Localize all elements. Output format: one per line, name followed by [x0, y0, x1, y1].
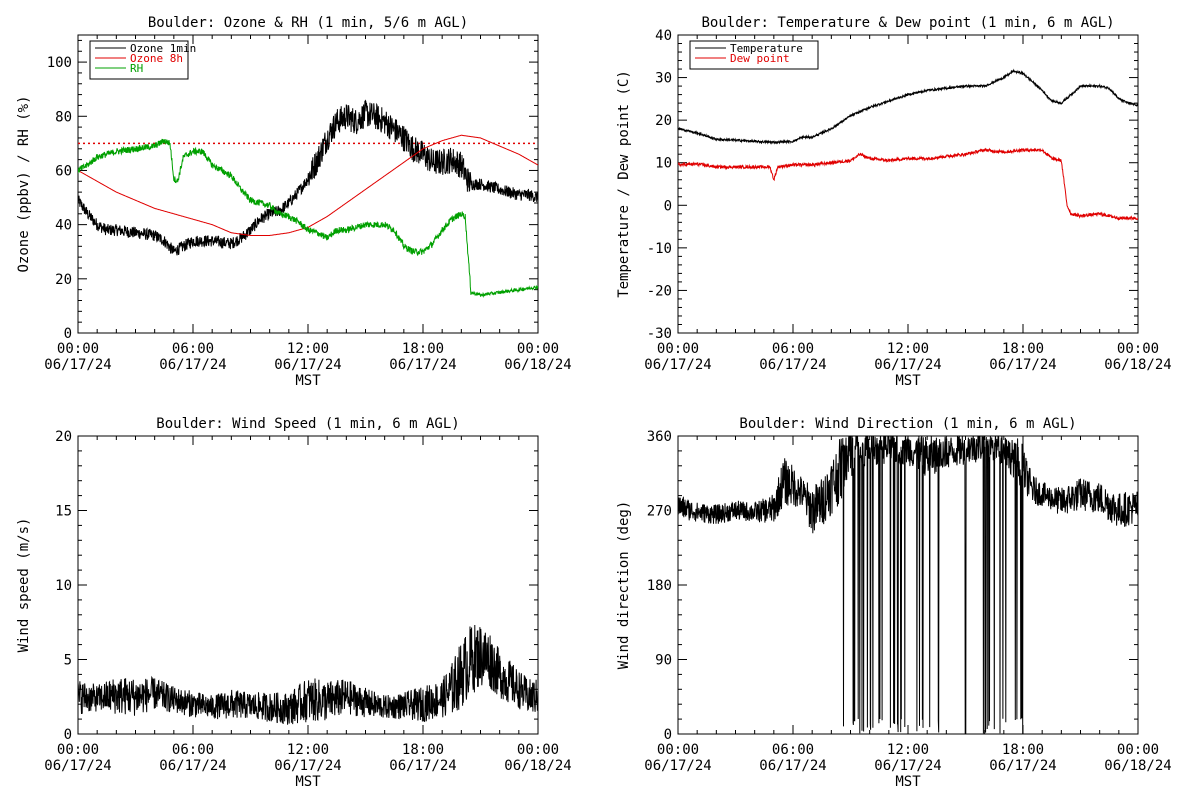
y-tick-label: 0 [64, 727, 72, 743]
x-tick-label: 00:00 [657, 742, 699, 758]
x-tick-label: 00:00 [1117, 341, 1159, 357]
series-line-rh [78, 139, 538, 296]
y-tick-label: 0 [64, 326, 72, 342]
x-tick-label: 18:00 [402, 341, 444, 357]
y-tick-label: 90 [655, 653, 672, 669]
x-tick-label: 12:00 [287, 742, 329, 758]
plot-area [678, 428, 1138, 734]
y-tick-label: 80 [55, 109, 72, 125]
series-line-temperature [678, 70, 1138, 143]
chart-title: Boulder: Wind Direction (1 min, 6 m AGL) [739, 416, 1076, 432]
y-tick-label: 20 [55, 272, 72, 288]
chart-panel-4: Boulder: Wind Direction (1 min, 6 m AGL)… [616, 416, 1172, 790]
chart-figure: Boulder: Ozone & RH (1 min, 5/6 m AGL) 0 2… [0, 0, 1200, 800]
x-tick-date: 06/17/24 [989, 357, 1056, 373]
x-tick-date: 06/17/24 [759, 357, 826, 373]
series-line-data [78, 625, 538, 725]
y-tick-label: 20 [655, 113, 672, 129]
plot-area [78, 625, 538, 725]
x-tick-label: 12:00 [287, 341, 329, 357]
x-tick-date: 06/17/24 [274, 758, 341, 774]
x-tick-date: 06/17/24 [159, 357, 226, 373]
x-tick-date: 06/17/24 [274, 357, 341, 373]
y-tick-label: 40 [655, 28, 672, 44]
x-axis-label: MST [295, 774, 321, 790]
x-tick-label: 18:00 [1002, 341, 1044, 357]
x-tick-date: 06/17/24 [644, 357, 711, 373]
plot-frame [678, 436, 1138, 734]
y-axis-label: Temperature / Dew point (C) [616, 70, 632, 298]
y-axis-label: Ozone (ppbv) / RH (%) [16, 95, 32, 272]
series-line-dew-point [678, 149, 1138, 220]
y-tick-label: 100 [47, 55, 72, 71]
y-tick-label: 30 [655, 71, 672, 87]
x-axis-label: MST [295, 373, 321, 389]
y-tick-label: -20 [647, 283, 672, 299]
x-tick-date: 06/17/24 [874, 357, 941, 373]
x-tick-date: 06/17/24 [874, 758, 941, 774]
y-tick-label: 15 [55, 504, 72, 520]
y-axis-label: Wind direction (deg) [616, 501, 632, 670]
legend-label: RH [130, 62, 143, 75]
x-tick-date: 06/17/24 [759, 758, 826, 774]
y-tick-label: 5 [64, 653, 72, 669]
x-axis-label: MST [895, 373, 921, 389]
x-tick-label: 06:00 [172, 742, 214, 758]
series-line-data [678, 428, 1138, 734]
x-tick-date: 06/17/24 [644, 758, 711, 774]
y-tick-label: 60 [55, 163, 72, 179]
x-tick-label: 00:00 [1117, 742, 1159, 758]
x-tick-date: 06/18/24 [504, 758, 571, 774]
plot-area [678, 70, 1138, 219]
x-tick-date: 06/17/24 [44, 758, 111, 774]
x-tick-date: 06/17/24 [989, 758, 1056, 774]
chart-panel-2: Boulder: Temperature & Dew point (1 min,… [616, 15, 1172, 389]
x-tick-label: 00:00 [517, 341, 559, 357]
x-tick-label: 06:00 [772, 341, 814, 357]
y-tick-label: 10 [55, 578, 72, 594]
y-axis-label: Wind speed (m/s) [16, 518, 32, 653]
x-tick-date: 06/17/24 [389, 357, 456, 373]
x-tick-date: 06/18/24 [1104, 758, 1171, 774]
y-tick-label: 180 [647, 578, 672, 594]
x-tick-label: 00:00 [57, 341, 99, 357]
y-tick-label: 270 [647, 504, 672, 520]
x-tick-date: 06/18/24 [1104, 357, 1171, 373]
plot-area [78, 101, 538, 297]
y-tick-label: 40 [55, 218, 72, 234]
chart-title: Boulder: Ozone & RH (1 min, 5/6 m AGL) [148, 15, 468, 31]
x-tick-date: 06/18/24 [504, 357, 571, 373]
y-tick-label: 10 [655, 156, 672, 172]
chart-title: Boulder: Wind Speed (1 min, 6 m AGL) [156, 416, 459, 432]
chart-panel-3: Boulder: Wind Speed (1 min, 6 m AGL) 0 5 10… [16, 416, 572, 790]
y-tick-label: 0 [664, 198, 672, 214]
x-tick-label: 18:00 [402, 742, 444, 758]
x-tick-label: 12:00 [887, 341, 929, 357]
x-tick-label: 00:00 [517, 742, 559, 758]
chart-title: Boulder: Temperature & Dew point (1 min,… [701, 15, 1114, 31]
y-tick-label: -30 [647, 326, 672, 342]
y-tick-label: 360 [647, 429, 672, 445]
legend-label: Dew point [730, 52, 790, 65]
x-tick-label: 00:00 [657, 341, 699, 357]
y-tick-label: -10 [647, 241, 672, 257]
y-tick-label: 0 [664, 727, 672, 743]
x-tick-label: 00:00 [57, 742, 99, 758]
y-tick-label: 20 [55, 429, 72, 445]
x-tick-label: 18:00 [1002, 742, 1044, 758]
x-tick-date: 06/17/24 [159, 758, 226, 774]
x-tick-date: 06/17/24 [389, 758, 456, 774]
x-tick-label: 06:00 [772, 742, 814, 758]
x-tick-label: 12:00 [887, 742, 929, 758]
plot-frame [678, 35, 1138, 333]
x-tick-label: 06:00 [172, 341, 214, 357]
x-tick-date: 06/17/24 [44, 357, 111, 373]
x-axis-label: MST [895, 774, 921, 790]
chart-panel-1: Boulder: Ozone & RH (1 min, 5/6 m AGL) 0 2… [16, 15, 572, 389]
